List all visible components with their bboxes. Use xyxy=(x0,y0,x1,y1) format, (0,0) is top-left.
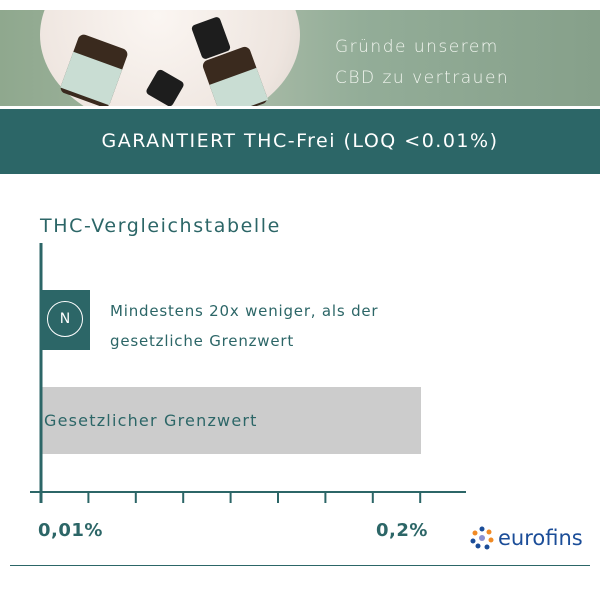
hero-line-2: CBD zu vertrauen xyxy=(335,68,510,88)
hero-line-1: Gründe unserem xyxy=(335,37,499,57)
eurofins-logo: eurofins xyxy=(470,526,583,550)
tick-label-min: 0,01% xyxy=(38,520,103,541)
hero-heading: Gründe unserem CBD zu vertrauen xyxy=(335,32,509,94)
eurofins-wordmark: eurofins xyxy=(498,526,583,550)
product-label-line-2: gesetzliche Grenzwert xyxy=(110,332,295,350)
bar-product: N xyxy=(42,290,90,350)
tick-label-max: 0,2% xyxy=(376,520,428,541)
brand-logo-icon: N xyxy=(47,301,83,337)
legal-limit-label: Gesetzlicher Grenzwert xyxy=(44,411,258,430)
eurofins-dots-icon xyxy=(470,526,494,550)
thc-free-banner: GARANTIERT THC-Frei (LOQ <0.01%) xyxy=(0,109,600,174)
hero-banner-image: Gründe unserem CBD zu vertrauen xyxy=(0,10,600,106)
bar-legal-limit xyxy=(42,387,421,454)
product-label-line-1: Mindestens 20x weniger, als der xyxy=(110,302,379,320)
bottom-divider xyxy=(10,565,590,566)
x-axis-ticks xyxy=(40,492,422,503)
product-bar-label: Mindestens 20x weniger, als der gesetzli… xyxy=(110,296,378,356)
chart-title: THC-Vergleichstabelle xyxy=(40,215,281,237)
